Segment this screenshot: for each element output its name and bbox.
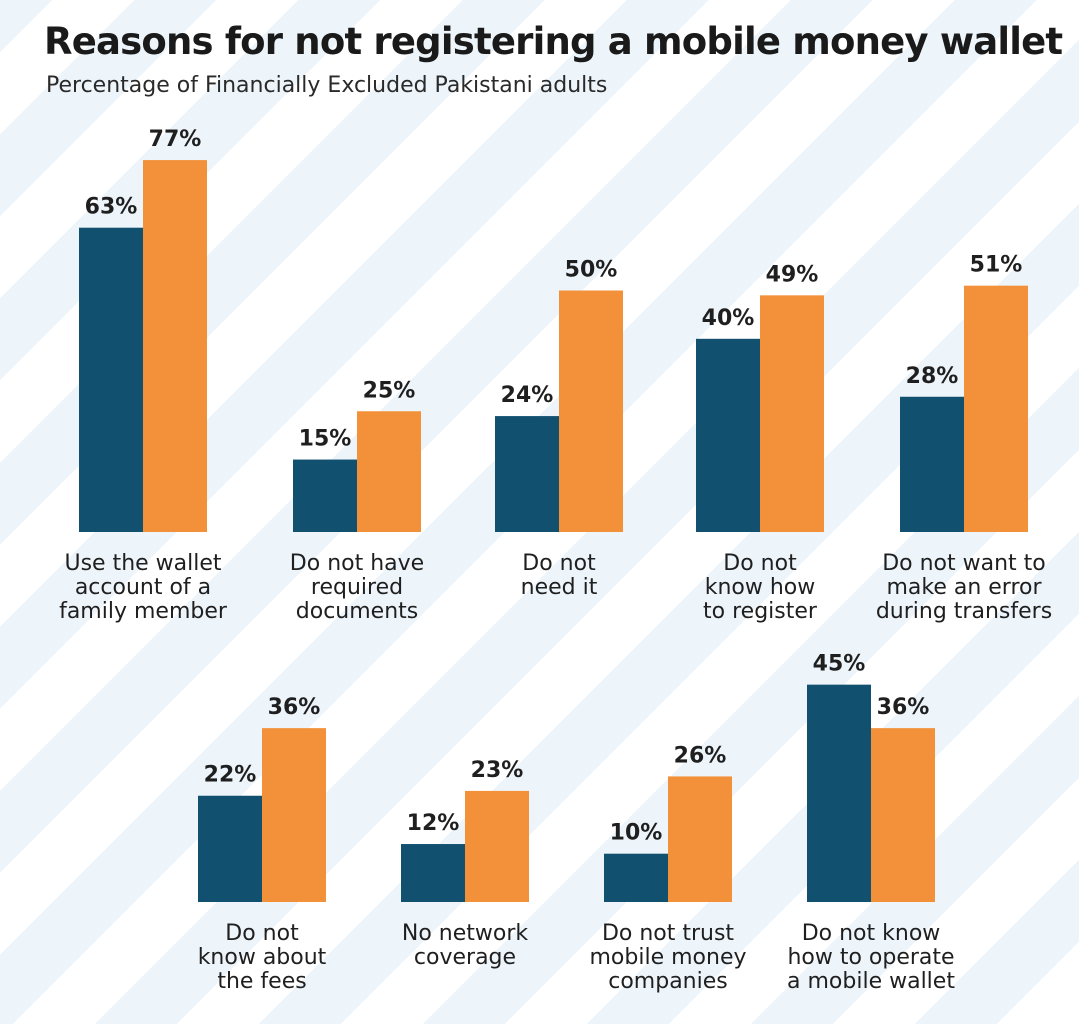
data-label: 40% <box>702 306 755 331</box>
category-label: Do not trust <box>602 921 734 946</box>
data-label: 22% <box>204 763 257 788</box>
category-label: a mobile wallet <box>787 969 955 994</box>
data-label: 24% <box>501 383 554 408</box>
category-label: make an error <box>886 575 1042 600</box>
data-label: 50% <box>565 258 618 283</box>
data-label: 28% <box>906 364 959 389</box>
bar-series-a <box>900 396 964 532</box>
category-label: documents <box>296 599 418 624</box>
bar-series-b <box>262 728 326 902</box>
bar-series-a <box>807 684 871 902</box>
chart-subtitle: Percentage of Financially Excluded Pakis… <box>46 73 608 98</box>
bar-series-b <box>760 295 824 532</box>
data-label: 26% <box>674 743 727 768</box>
category-label: family member <box>59 599 228 624</box>
data-label: 25% <box>363 378 416 403</box>
bar-series-a <box>495 416 559 532</box>
category-label: Do not want to <box>882 551 1046 576</box>
category-label: how to operate <box>787 945 954 970</box>
category-label: Do not <box>225 921 299 946</box>
bar-series-b <box>465 790 529 902</box>
bar-series-b <box>964 285 1028 532</box>
data-label: 45% <box>813 652 866 677</box>
bar-series-a <box>198 795 262 902</box>
bar-series-b <box>559 290 623 532</box>
data-label: 23% <box>471 758 524 783</box>
bar-series-a <box>604 853 668 902</box>
data-label: 51% <box>970 253 1023 278</box>
category-label: required <box>311 575 403 600</box>
category-label: Do not <box>522 551 596 576</box>
category-label: during transfers <box>876 599 1052 624</box>
category-label: No network <box>402 921 529 946</box>
chart-title: Reasons for not registering a mobile mon… <box>44 20 1063 63</box>
data-label: 36% <box>268 695 321 720</box>
data-label: 10% <box>610 821 663 846</box>
data-label: 49% <box>766 262 819 287</box>
category-label: Do not have <box>290 551 424 576</box>
bar-series-a <box>401 844 465 902</box>
category-label: Do not know <box>802 921 941 946</box>
bar-series-b <box>357 411 421 532</box>
bar-series-a <box>696 338 760 532</box>
category-label: know how <box>705 575 816 600</box>
data-label: 63% <box>85 195 138 220</box>
category-label: Do not <box>723 551 797 576</box>
category-label: coverage <box>414 945 516 970</box>
category-label: account of a <box>75 575 211 600</box>
category-label: companies <box>608 969 728 994</box>
data-label: 15% <box>299 427 352 452</box>
bar-series-a <box>293 459 357 532</box>
bar-series-a <box>79 227 143 532</box>
data-label: 12% <box>407 811 460 836</box>
category-label: Use the wallet <box>64 551 221 576</box>
data-label: 77% <box>149 127 202 152</box>
bar-series-b <box>668 776 732 902</box>
category-label: know about <box>198 945 327 970</box>
category-label: the fees <box>217 969 306 994</box>
category-label: to register <box>703 599 818 624</box>
data-label: 36% <box>877 695 930 720</box>
bar-series-b <box>871 728 935 902</box>
category-label: mobile money <box>590 945 747 970</box>
category-label: need it <box>521 575 598 600</box>
bar-series-b <box>143 160 207 532</box>
